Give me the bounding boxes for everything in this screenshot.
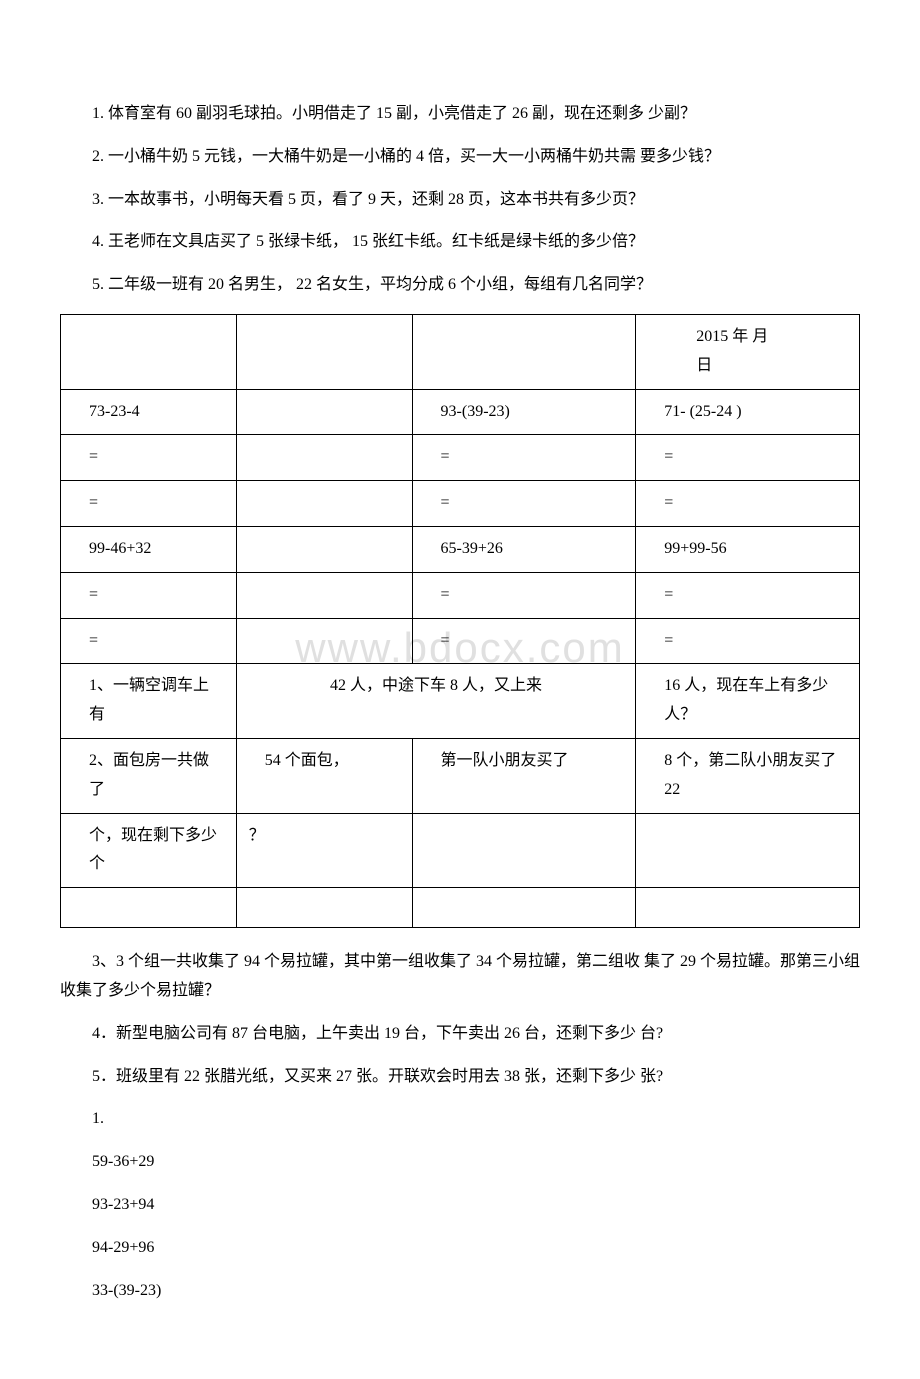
table-cell: 71- (25-24 ) [636,389,860,435]
table-cell: 2、面包房一共做了 [61,738,237,813]
table-row: 1、一辆空调车上有 42 人，中途下车 8 人，又上来 16 人，现在车上有多少… [61,664,860,739]
question-3: 3. 一本故事书，小明每天看 5 页，看了 9 天，还剩 28 页，这本书共有多… [60,186,860,215]
table-cell [236,314,412,389]
question-bottom-3: 3、3 个组一共收集了 94 个易拉罐，其中第一组收集了 34 个易拉罐，第二组… [60,948,860,1006]
table-cell [236,435,412,481]
table-cell: 93-(39-23) [412,389,636,435]
table-cell [61,314,237,389]
table-cell: = [636,435,860,481]
table-row: = = = [61,572,860,618]
question-bottom-5: 5．班级里有 22 张腊光纸，又买来 27 张。开联欢会时用去 38 张，还剩下… [60,1063,860,1092]
table-cell: = [61,481,237,527]
table-row: 个，现在剩下多少个 ？ [61,813,860,888]
table-cell: = [61,618,237,664]
table-cell: = [636,481,860,527]
table-row: = = = [61,481,860,527]
date-line1: 2015 年 月 [696,328,768,345]
table-row: 73-23-4 93-(39-23) 71- (25-24 ) [61,389,860,435]
table-cell: 54 个面包， [236,738,412,813]
table-cell [636,813,860,888]
table-cell: 99-46+32 [61,526,237,572]
question-4: 4. 王老师在文具店买了 5 张绿卡纸， 15 张红卡纸。红卡纸是绿卡纸的多少倍… [60,228,860,257]
list-item: 94-29+96 [60,1234,860,1263]
table-cell [412,888,636,928]
table-cell: 73-23-4 [61,389,237,435]
table-cell [412,813,636,888]
table-cell: = [636,572,860,618]
question-bottom-4: 4．新型电脑公司有 87 台电脑，上午卖出 19 台，下午卖出 26 台，还剩下… [60,1020,860,1049]
table-cell [236,618,412,664]
table-row: 99-46+32 65-39+26 99+99-56 [61,526,860,572]
table-cell: 1、一辆空调车上有 [61,664,237,739]
table-cell: ？ [236,813,412,888]
table-cell [61,888,237,928]
table-cell [236,526,412,572]
list-item: 33-(39-23) [60,1277,860,1306]
date-line2: 日 [696,357,712,374]
table-cell: = [412,435,636,481]
question-5: 5. 二年级一班有 20 名男生， 22 名女生，平均分成 6 个小组，每组有几… [60,271,860,300]
table-row: = = = [61,618,860,664]
table-row: 2、面包房一共做了 54 个面包， 第一队小朋友买了 8 个，第二队小朋友买了 … [61,738,860,813]
table-cell: = [636,618,860,664]
table-cell-date: 2015 年 月 日 [636,314,860,389]
table-cell [412,314,636,389]
table-cell: 16 人，现在车上有多少人？ [636,664,860,739]
list-item: 59-36+29 [60,1148,860,1177]
table-cell [236,481,412,527]
math-table: 2015 年 月 日 73-23-4 93-(39-23) 71- (25-24… [60,314,860,928]
table-cell: = [412,572,636,618]
table-cell: = [412,481,636,527]
table-cell: 第一队小朋友买了 [412,738,636,813]
table-row [61,888,860,928]
table-cell [236,572,412,618]
table-cell: = [61,572,237,618]
table-cell: 个，现在剩下多少个 [61,813,237,888]
table-row: 2015 年 月 日 [61,314,860,389]
table-cell [636,888,860,928]
table-cell [236,389,412,435]
table-cell: 99+99-56 [636,526,860,572]
table-cell: 42 人，中途下车 8 人，又上来 [236,664,635,739]
list-item: 93-23+94 [60,1191,860,1220]
question-2: 2. 一小桶牛奶 5 元钱，一大桶牛奶是一小桶的 4 倍，买一大一小两桶牛奶共需… [60,143,860,172]
table-cell: 65-39+26 [412,526,636,572]
table-cell: = [412,618,636,664]
table-cell [236,888,412,928]
table-cell: 8 个，第二队小朋友买了 22 [636,738,860,813]
table-row: = = = [61,435,860,481]
question-1: 1. 体育室有 60 副羽毛球拍。小明借走了 15 副，小亮借走了 26 副，现… [60,100,860,129]
table-cell: = [61,435,237,481]
list-header: 1. [60,1105,860,1134]
